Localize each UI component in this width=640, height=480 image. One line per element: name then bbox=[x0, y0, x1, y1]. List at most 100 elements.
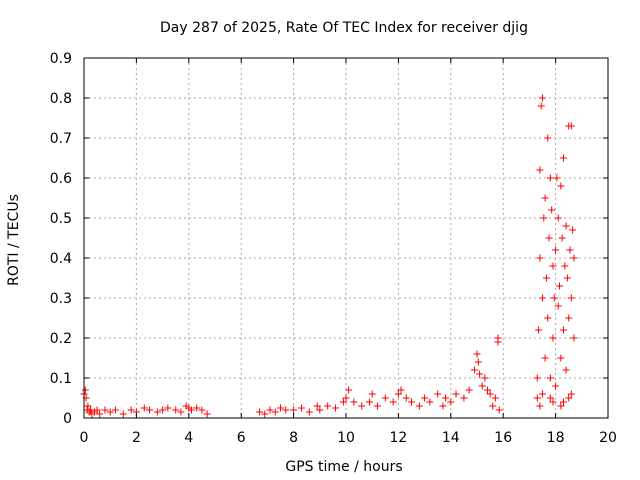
x-tick-label: 18 bbox=[547, 430, 565, 446]
data-point bbox=[421, 394, 429, 402]
data-point bbox=[460, 394, 468, 402]
data-point bbox=[465, 386, 473, 394]
data-point bbox=[562, 366, 570, 374]
data-point bbox=[316, 406, 324, 414]
x-tick-label: 6 bbox=[237, 430, 246, 446]
data-points bbox=[80, 94, 578, 418]
data-point bbox=[203, 410, 211, 418]
data-point bbox=[557, 182, 565, 190]
data-point bbox=[569, 226, 577, 234]
data-point bbox=[541, 194, 549, 202]
data-point bbox=[313, 402, 321, 410]
data-point bbox=[87, 406, 95, 414]
data-point bbox=[550, 294, 558, 302]
data-point bbox=[140, 404, 148, 412]
data-point bbox=[570, 254, 578, 262]
data-point bbox=[495, 406, 503, 414]
data-point bbox=[562, 222, 570, 230]
data-point bbox=[535, 326, 543, 334]
data-point bbox=[567, 294, 575, 302]
data-point bbox=[540, 214, 548, 222]
data-point bbox=[565, 314, 573, 322]
data-point bbox=[402, 394, 410, 402]
data-point bbox=[491, 394, 499, 402]
data-point bbox=[81, 386, 89, 394]
data-point bbox=[481, 374, 489, 382]
data-point bbox=[567, 390, 575, 398]
data-point bbox=[539, 294, 546, 302]
data-point bbox=[297, 404, 305, 412]
data-point bbox=[533, 394, 541, 402]
y-tick-label: 0.4 bbox=[50, 251, 72, 267]
x-tick-label: 2 bbox=[132, 430, 141, 446]
data-point bbox=[198, 406, 206, 414]
y-tick-label: 0 bbox=[63, 411, 72, 427]
y-tick-label: 0.8 bbox=[50, 91, 72, 107]
data-point bbox=[332, 404, 340, 412]
x-tick-label: 4 bbox=[184, 430, 193, 446]
x-axis-label: GPS time / hours bbox=[285, 459, 402, 475]
data-point bbox=[536, 166, 544, 174]
data-point bbox=[552, 382, 560, 390]
data-point bbox=[84, 402, 92, 410]
x-tick-label: 12 bbox=[389, 430, 407, 446]
data-point bbox=[474, 358, 482, 366]
data-point bbox=[389, 398, 397, 406]
data-point bbox=[153, 408, 161, 416]
data-point bbox=[164, 404, 172, 412]
data-point bbox=[146, 406, 153, 414]
data-point bbox=[187, 406, 195, 414]
data-point bbox=[172, 406, 180, 414]
data-point bbox=[554, 302, 562, 310]
x-tick-label: 0 bbox=[80, 430, 89, 446]
data-point bbox=[559, 398, 567, 406]
data-point bbox=[345, 386, 353, 394]
data-point bbox=[408, 398, 415, 406]
data-point bbox=[93, 406, 101, 414]
data-point bbox=[539, 390, 546, 398]
data-point bbox=[536, 254, 544, 262]
data-point bbox=[282, 406, 290, 414]
data-point bbox=[339, 398, 347, 406]
data-point bbox=[544, 134, 552, 142]
data-point bbox=[119, 410, 127, 418]
data-point bbox=[193, 404, 201, 412]
data-point bbox=[415, 402, 423, 410]
data-point bbox=[101, 406, 109, 414]
data-point bbox=[539, 94, 546, 102]
data-point bbox=[439, 402, 447, 410]
data-point bbox=[478, 382, 486, 390]
data-point bbox=[559, 154, 567, 162]
data-point bbox=[442, 394, 450, 402]
data-point bbox=[567, 122, 575, 130]
data-point bbox=[159, 406, 167, 414]
y-tick-label: 0.7 bbox=[50, 131, 72, 147]
data-point bbox=[541, 354, 549, 362]
data-point bbox=[553, 174, 561, 182]
data-point bbox=[546, 174, 554, 182]
data-point bbox=[554, 214, 562, 222]
chart-title: Day 287 of 2025, Rate Of TEC Index for r… bbox=[160, 20, 528, 36]
data-point bbox=[559, 326, 567, 334]
x-tick-label: 10 bbox=[337, 430, 355, 446]
data-point bbox=[277, 404, 284, 412]
data-point bbox=[563, 274, 571, 282]
data-point bbox=[394, 390, 402, 398]
data-point bbox=[96, 410, 104, 418]
data-point bbox=[381, 394, 389, 402]
y-tick-label: 0.1 bbox=[50, 371, 72, 387]
data-point bbox=[106, 408, 114, 416]
data-point bbox=[489, 402, 497, 410]
data-point bbox=[261, 410, 269, 418]
data-point bbox=[544, 314, 552, 322]
data-point bbox=[368, 390, 376, 398]
y-tick-label: 0.2 bbox=[50, 331, 72, 347]
data-point bbox=[565, 394, 573, 402]
data-point bbox=[552, 246, 560, 254]
y-tick-label: 0.9 bbox=[50, 51, 72, 67]
data-point bbox=[561, 262, 569, 270]
data-point bbox=[434, 390, 442, 398]
data-point bbox=[447, 398, 455, 406]
data-point bbox=[486, 390, 494, 398]
